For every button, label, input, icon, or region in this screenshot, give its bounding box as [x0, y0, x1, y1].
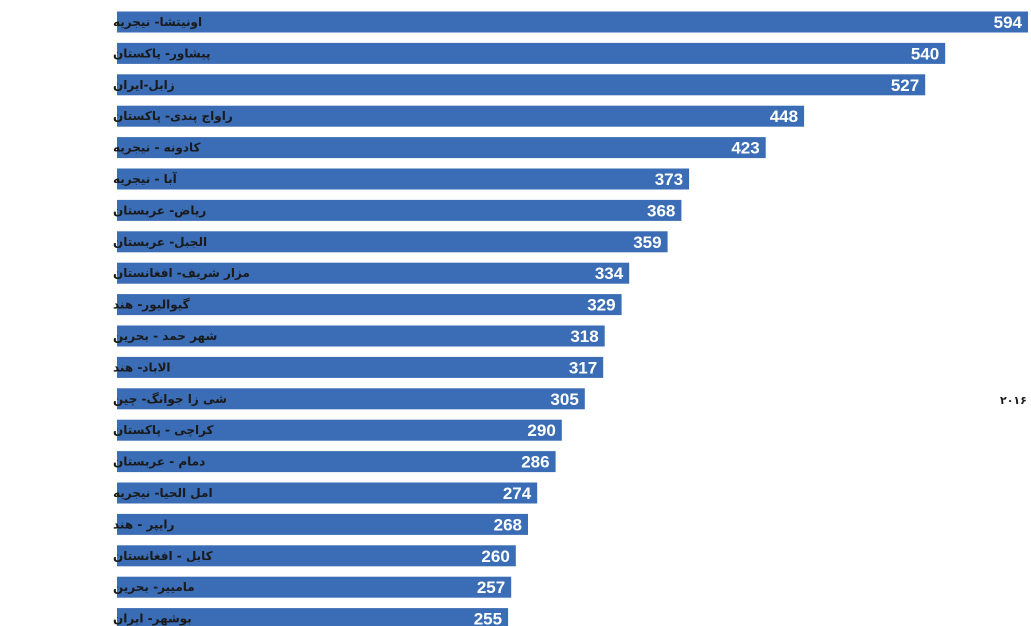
category-label: شهر حمد - بحرین	[113, 329, 217, 343]
bar-value-label: 448	[770, 107, 798, 126]
bar-value-label: 290	[527, 421, 555, 440]
bar-value-label: 260	[481, 547, 509, 566]
bar	[117, 356, 604, 378]
bar-value-label: 373	[655, 170, 683, 189]
bar	[117, 105, 805, 127]
bar-value-label: 286	[521, 453, 549, 472]
bar-value-label: 594	[994, 13, 1023, 32]
category-label: مزار شریف- افغانستان	[113, 266, 250, 280]
category-label: امل الحیا- نیجریه	[113, 486, 213, 500]
bar	[117, 42, 946, 64]
bar	[117, 451, 556, 473]
bar	[117, 608, 509, 626]
bar	[117, 199, 682, 221]
bar	[117, 137, 766, 159]
bar-value-label: 305	[550, 390, 578, 409]
bar	[117, 11, 1028, 33]
category-label: بوشهر- ایران	[113, 612, 192, 626]
bar-value-label: 423	[731, 139, 759, 158]
bar-value-label: 334	[595, 264, 624, 283]
bar	[117, 545, 516, 567]
bar	[117, 576, 512, 598]
bar-value-label: 268	[494, 515, 522, 534]
category-label: مامییر- بحرین	[113, 580, 195, 594]
bar	[117, 262, 630, 284]
bar	[117, 419, 562, 441]
category-label: کابل - افغانستان	[113, 549, 213, 563]
bar-value-label: 527	[891, 76, 919, 95]
bar	[117, 74, 926, 96]
bar-value-label: 359	[633, 233, 661, 252]
category-label: کراچی - پاکستان	[113, 423, 214, 437]
chart-annotation: پایگاه داده آلودگی محیط شهری- سازمان بهد…	[1000, 393, 1031, 407]
bar	[117, 168, 690, 190]
bar	[117, 388, 585, 410]
bar-value-label: 368	[647, 201, 675, 220]
bar-value-label: 318	[570, 327, 598, 346]
category-label: آبا - نیجریه	[113, 171, 178, 186]
category-label: زابل-ایران	[113, 78, 175, 92]
bar	[117, 231, 668, 253]
category-label: کادونه - نیجریه	[113, 141, 201, 156]
category-label: ریاض- عربستان	[113, 203, 206, 217]
category-label: شی زا جوانگ- چین	[113, 392, 227, 407]
category-label: اونیتشا- نیجریه	[113, 15, 202, 30]
bar	[117, 294, 622, 316]
category-label: پیشاور- پاکستان	[113, 46, 211, 61]
bar-value-label: 329	[587, 296, 615, 315]
category-label: راواج پندی- پاکستان	[113, 109, 233, 124]
category-label: الجبل- عربستان	[113, 235, 207, 249]
bar-value-label: 255	[474, 610, 502, 626]
bar	[117, 482, 538, 504]
bar-value-label: 317	[569, 358, 597, 377]
bar-value-label: 540	[911, 44, 939, 63]
category-label: گیوالیور- هند	[113, 298, 190, 313]
bar	[117, 513, 528, 535]
category-label: دمام - عربستان	[113, 455, 205, 470]
bar	[117, 325, 605, 347]
bar-value-label: 257	[477, 578, 505, 597]
category-label: الاباد- هند	[113, 360, 171, 374]
category-label: رایپر - هند	[113, 517, 174, 531]
bar-value-label: 274	[503, 484, 532, 503]
